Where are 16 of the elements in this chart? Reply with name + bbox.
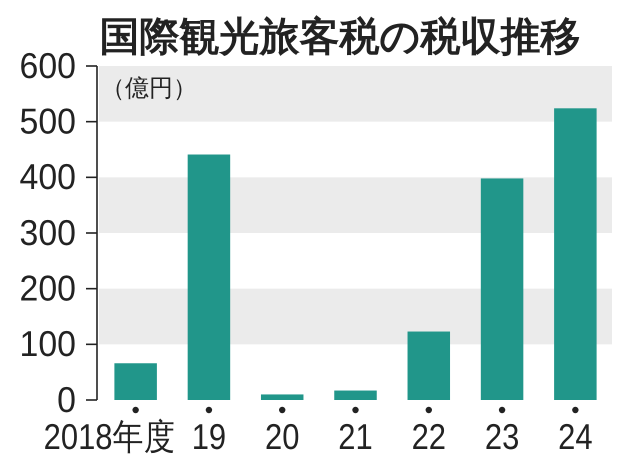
y-tick-label: 100 [20, 324, 76, 364]
x-tick-label: 2018年度 [44, 418, 176, 458]
x-tick-label: 19 [192, 418, 226, 458]
y-tick-label: 200 [20, 268, 76, 309]
chart-title: 国際観光旅客税の税収推移 [100, 15, 580, 59]
y-axis-title: （億円） [101, 75, 197, 102]
x-tick-label: 24 [558, 418, 593, 458]
x-tick-label: 23 [484, 418, 520, 458]
y-tick-label: 600 [20, 46, 76, 86]
y-tick-label: 300 [20, 212, 76, 254]
y-tick-label: 0 [57, 380, 76, 420]
x-tick-label: 21 [338, 418, 373, 458]
y-tick-label: 500 [20, 102, 76, 142]
x-tick-label: 22 [412, 418, 446, 458]
x-tick-label: 20 [264, 418, 300, 458]
y-tick-label: 400 [20, 157, 76, 198]
